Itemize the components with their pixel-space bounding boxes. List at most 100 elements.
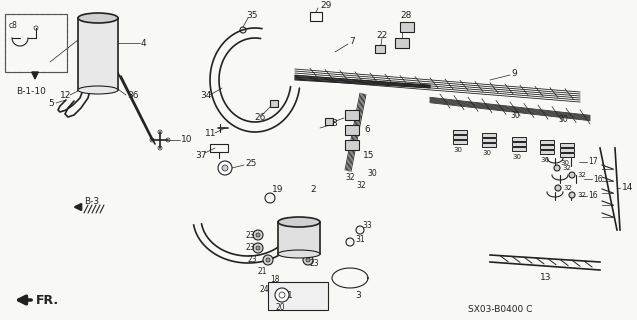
Text: 26: 26 bbox=[346, 114, 357, 123]
Text: B-3: B-3 bbox=[84, 197, 99, 206]
Circle shape bbox=[90, 15, 94, 20]
Text: 28: 28 bbox=[400, 12, 412, 20]
Bar bbox=[395, 38, 409, 48]
Text: 9: 9 bbox=[511, 69, 517, 78]
Circle shape bbox=[101, 15, 106, 20]
Text: 24: 24 bbox=[260, 285, 269, 294]
Bar bbox=[345, 110, 359, 120]
Bar bbox=[268, 282, 328, 310]
Bar bbox=[512, 142, 526, 146]
Ellipse shape bbox=[78, 86, 118, 94]
Text: 11: 11 bbox=[205, 130, 217, 139]
Circle shape bbox=[222, 165, 228, 171]
Bar bbox=[210, 144, 228, 152]
Bar bbox=[453, 140, 467, 144]
Bar bbox=[482, 138, 496, 142]
Text: 32: 32 bbox=[563, 185, 572, 191]
Circle shape bbox=[256, 246, 260, 250]
Ellipse shape bbox=[278, 250, 320, 258]
Text: 36: 36 bbox=[127, 91, 138, 100]
Text: 23: 23 bbox=[248, 255, 257, 265]
Circle shape bbox=[275, 288, 289, 302]
Text: 15: 15 bbox=[363, 150, 375, 159]
Text: 16: 16 bbox=[593, 174, 603, 183]
Text: 30: 30 bbox=[367, 169, 376, 178]
Bar bbox=[400, 22, 414, 32]
Text: 12: 12 bbox=[60, 92, 71, 100]
Text: 33: 33 bbox=[362, 220, 372, 229]
Bar bbox=[278, 222, 320, 254]
Text: 1: 1 bbox=[287, 292, 293, 300]
Text: 6: 6 bbox=[364, 125, 369, 134]
Circle shape bbox=[569, 192, 575, 198]
Text: 26: 26 bbox=[254, 113, 266, 122]
Circle shape bbox=[266, 258, 270, 262]
Text: 32: 32 bbox=[577, 172, 586, 178]
Circle shape bbox=[569, 172, 575, 178]
Text: 23: 23 bbox=[246, 244, 255, 252]
Bar bbox=[5, 14, 67, 72]
Text: 3: 3 bbox=[355, 291, 361, 300]
Bar bbox=[453, 130, 467, 134]
Circle shape bbox=[218, 161, 232, 175]
Text: 2: 2 bbox=[310, 186, 315, 195]
Circle shape bbox=[303, 255, 313, 265]
Circle shape bbox=[96, 17, 101, 22]
Circle shape bbox=[253, 243, 263, 253]
Bar bbox=[540, 145, 554, 149]
Text: 30: 30 bbox=[453, 147, 462, 153]
Circle shape bbox=[554, 165, 560, 171]
Bar bbox=[512, 137, 526, 141]
Text: 16: 16 bbox=[588, 191, 598, 201]
Text: 23: 23 bbox=[246, 230, 255, 239]
Bar bbox=[345, 140, 359, 150]
Text: 17: 17 bbox=[588, 157, 598, 166]
Circle shape bbox=[555, 185, 561, 191]
Bar bbox=[78, 18, 118, 90]
Text: 32: 32 bbox=[345, 173, 355, 182]
Text: 31: 31 bbox=[355, 236, 364, 244]
Bar bbox=[482, 133, 496, 137]
Text: 7: 7 bbox=[349, 37, 355, 46]
Circle shape bbox=[306, 258, 310, 262]
Text: FR.: FR. bbox=[36, 293, 59, 307]
Text: 32: 32 bbox=[356, 180, 366, 189]
Text: 34: 34 bbox=[200, 92, 211, 100]
Text: 29: 29 bbox=[320, 2, 331, 11]
Text: 27: 27 bbox=[404, 23, 415, 33]
Bar bbox=[325, 118, 333, 125]
Text: c8: c8 bbox=[9, 20, 18, 29]
Text: 30: 30 bbox=[512, 154, 521, 160]
Text: 35: 35 bbox=[246, 11, 257, 20]
Bar bbox=[512, 147, 526, 151]
Bar bbox=[453, 135, 467, 139]
Circle shape bbox=[256, 233, 260, 237]
Circle shape bbox=[253, 230, 263, 240]
Text: 14: 14 bbox=[622, 183, 633, 193]
Text: 25: 25 bbox=[245, 159, 256, 169]
Text: 30: 30 bbox=[482, 150, 491, 156]
Text: B-1-10: B-1-10 bbox=[16, 86, 46, 95]
Circle shape bbox=[96, 14, 101, 19]
Bar bbox=[560, 148, 574, 152]
Text: 37: 37 bbox=[195, 150, 206, 159]
Circle shape bbox=[263, 255, 273, 265]
Text: 19: 19 bbox=[272, 186, 283, 195]
Text: 10: 10 bbox=[181, 135, 192, 145]
Bar bbox=[482, 143, 496, 147]
Bar bbox=[270, 100, 278, 107]
Text: 30: 30 bbox=[560, 160, 569, 166]
Text: 30: 30 bbox=[510, 110, 520, 119]
Text: 5: 5 bbox=[48, 100, 54, 108]
Text: 13: 13 bbox=[540, 274, 552, 283]
Text: 18: 18 bbox=[270, 276, 280, 284]
Text: 8: 8 bbox=[331, 119, 337, 129]
Text: 20: 20 bbox=[276, 303, 285, 313]
Bar bbox=[560, 143, 574, 147]
Text: 30: 30 bbox=[540, 157, 549, 163]
Text: 32: 32 bbox=[577, 192, 586, 198]
Text: SX03-B0400 C: SX03-B0400 C bbox=[468, 306, 533, 315]
Ellipse shape bbox=[78, 13, 118, 23]
Text: 32: 32 bbox=[562, 165, 571, 171]
Bar bbox=[540, 150, 554, 154]
